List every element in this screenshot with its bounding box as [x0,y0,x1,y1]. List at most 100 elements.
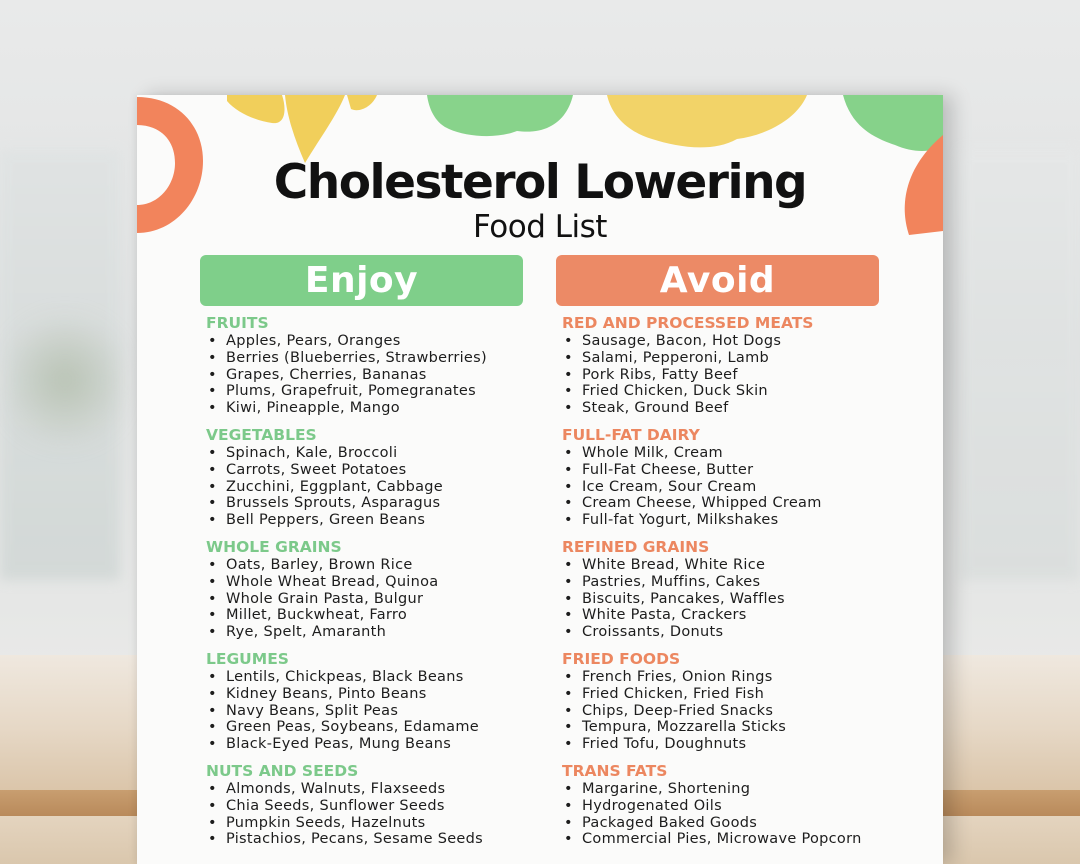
food-list-item: • Berries (Blueberries, Strawberries) [206,350,523,367]
food-list-item: • Packaged Baked Goods [562,815,879,832]
enjoy-section: LEGUMES • Lentils, Chickpeas, Black Beans •… [206,649,523,753]
food-list: • Margarine, Shortening • Hydrogenated Oils… [562,781,879,848]
food-item-text: Fried Chicken, Fried Fish [582,685,765,702]
food-item-text: Grapes, Cherries, Bananas [226,366,427,383]
food-item-text: Carrots, Sweet Potatoes [226,461,407,478]
section-heading: FRUITS [206,314,269,332]
food-item-text: Pastries, Muffins, Cakes [582,573,761,590]
bullet-icon: • [208,444,217,461]
food-list-item: • Navy Beans, Split Peas [206,703,523,720]
food-list-item: • Kidney Beans, Pinto Beans [206,686,523,703]
food-item-text: Fried Chicken, Duck Skin [582,383,768,400]
food-list-item: • Commercial Pies, Microwave Popcorn [562,831,879,848]
food-list-item: • Biscuits, Pancakes, Waffles [562,591,879,608]
lemon-decoration [607,95,807,148]
lime-decoration [843,95,943,151]
food-list-item: • Ice Cream, Sour Cream [562,479,879,496]
food-item-text: Millet, Buckwheat, Farro [226,607,408,624]
document-title: Cholesterol Lowering [273,155,808,210]
enjoy-column: Enjoy FRUITS • Apples, Pears, Oranges • Berr… [200,255,523,856]
food-list-item: • Pork Ribs, Fatty Beef [562,367,879,384]
food-item-text: Croissants, Donuts [582,624,724,641]
food-list-item: • Rye, Spelt, Amaranth [206,624,523,641]
bullet-icon: • [564,349,573,366]
bullet-icon: • [564,366,573,383]
avoid-section: FRIED FOODS • French Fries, Onion Rings • Fr… [562,649,879,753]
bullet-icon: • [208,349,217,366]
food-item-text: Packaged Baked Goods [582,814,758,831]
bullet-icon: • [208,607,217,624]
bullet-icon: • [564,736,573,753]
food-item-text: Bell Peppers, Green Beans [226,512,426,529]
food-list-item: • Croissants, Donuts [562,624,879,641]
bullet-icon: • [564,461,573,478]
bullet-icon: • [208,624,217,641]
food-item-text: Margarine, Shortening [582,780,751,797]
bullet-icon: • [564,624,573,641]
bullet-icon: • [208,685,217,702]
food-list: • Whole Milk, Cream • Full-Fat Cheese, Butt… [562,445,879,529]
food-list-item: • Whole Milk, Cream [562,445,879,462]
bullet-icon: • [208,831,217,848]
food-item-text: French Fries, Onion Rings [582,668,773,685]
enjoy-section: VEGETABLES • Spinach, Kale, Broccoli • Carro… [206,425,523,529]
food-list-item: • Fried Chicken, Fried Fish [562,686,879,703]
food-list-item: • Hydrogenated Oils [562,798,879,815]
food-item-text: Lentils, Chickpeas, Black Beans [226,668,464,685]
food-list-item: • Millet, Buckwheat, Farro [206,607,523,624]
food-item-text: Almonds, Walnuts, Flaxseeds [226,780,446,797]
enjoy-section: NUTS AND SEEDS • Almonds, Walnuts, Flaxsee… [206,761,523,848]
food-item-text: Kiwi, Pineapple, Mango [226,400,400,417]
avoid-section: FULL-FAT DAIRY • Whole Milk, Cream • Full-Fa… [562,425,879,529]
food-list: • Lentils, Chickpeas, Black Beans • Kidney … [206,669,523,753]
food-list-item: • Salami, Pepperoni, Lamb [562,350,879,367]
food-list: • Almonds, Walnuts, Flaxseeds • Chia Seeds,… [206,781,523,848]
window-right-blur [960,150,1080,580]
food-item-text: Pork Ribs, Fatty Beef [582,366,738,383]
orange-slice-decoration [137,97,203,233]
food-item-text: Biscuits, Pancakes, Waffles [582,590,785,607]
enjoy-banner: Enjoy [200,255,523,306]
food-list-item: • Apples, Pears, Oranges [206,333,523,350]
food-item-text: Pistachios, Pecans, Sesame Seeds [226,831,484,848]
food-list-item: • Chips, Deep-Fried Snacks [562,703,879,720]
food-list-item: • Pastries, Muffins, Cakes [562,574,879,591]
bullet-icon: • [564,814,573,831]
food-item-text: Commercial Pies, Microwave Popcorn [582,831,862,848]
orange-wedge-decoration [904,135,943,235]
bullet-icon: • [564,719,573,736]
food-item-text: Steak, Ground Beef [582,400,729,417]
food-list-item: • Zucchini, Eggplant, Cabbage [206,479,523,496]
food-item-text: Sausage, Bacon, Hot Dogs [582,333,782,349]
bullet-icon: • [564,478,573,495]
food-list-item: • Oats, Barley, Brown Rice [206,557,523,574]
food-item-text: Full-fat Yogurt, Milkshakes [582,512,779,529]
food-item-text: Hydrogenated Oils [582,797,722,814]
food-list-item: • Sausage, Bacon, Hot Dogs [562,333,879,350]
bullet-icon: • [564,702,573,719]
food-list-item: • French Fries, Onion Rings [562,669,879,686]
food-item-text: Whole Wheat Bread, Quinoa [226,573,439,590]
food-list-item: • Lentils, Chickpeas, Black Beans [206,669,523,686]
food-list: • White Bread, White Rice • Pastries, Muffi… [562,557,879,641]
bullet-icon: • [208,478,217,495]
food-list-item: • Cream Cheese, Whipped Cream [562,495,879,512]
food-list-item: • Steak, Ground Beef [562,400,879,417]
food-list-item: • Margarine, Shortening [562,781,879,798]
bullet-icon: • [208,556,217,573]
bullet-icon: • [208,590,217,607]
enjoy-section: FRUITS • Apples, Pears, Oranges • Berries (B… [206,313,523,417]
bullet-icon: • [208,719,217,736]
food-item-text: Rye, Spelt, Amaranth [226,624,387,641]
food-item-text: White Pasta, Crackers [582,607,747,624]
avoid-sections: RED AND PROCESSED MEATS • Sausage, Bacon, … [556,313,879,848]
bullet-icon: • [208,702,217,719]
food-item-text: Whole Milk, Cream [582,444,723,461]
food-list-item: • Green Peas, Soybeans, Edamame [206,719,523,736]
avoid-section: TRANS FATS • Margarine, Shortening • Hydroge… [562,761,879,848]
document-subtitle: Food List [473,209,607,245]
food-item-text: Pumpkin Seeds, Hazelnuts [226,814,426,831]
avoid-column: Avoid RED AND PROCESSED MEATS • Sausage, B… [556,255,879,856]
bullet-icon: • [564,333,573,349]
food-item-text: Full-Fat Cheese, Butter [582,461,754,478]
